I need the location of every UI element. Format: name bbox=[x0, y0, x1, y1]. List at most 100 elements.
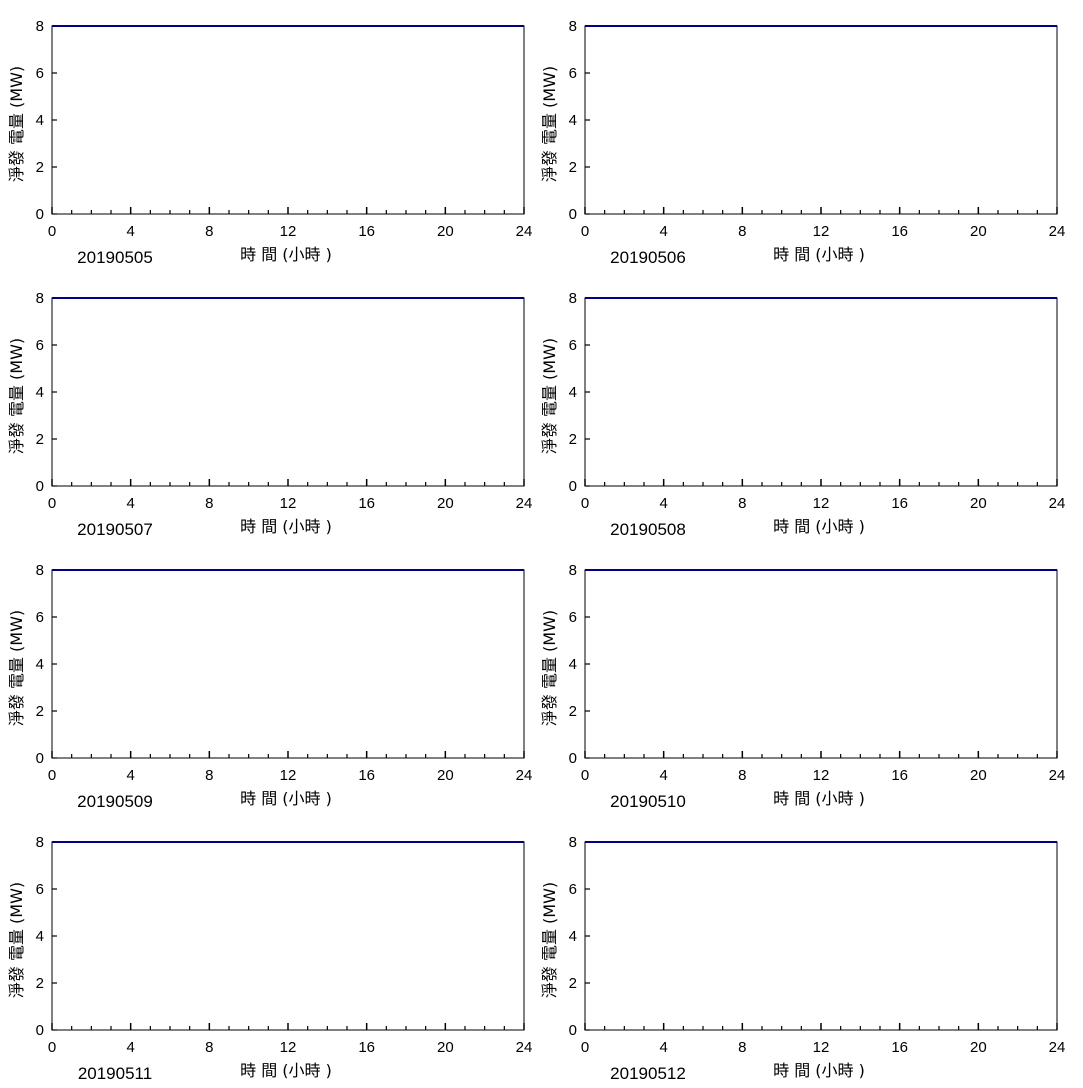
y-tick-label: 4 bbox=[36, 384, 44, 401]
x-axis-label: 時 間 (小時 ) bbox=[773, 245, 865, 264]
chart-panel: 0 4 8 12 16 20 24 0 2 4 6 8 淨發 電量 (MW) 時 間 (小時 ) 20190… bbox=[0, 272, 541, 544]
y-tick-label: 4 bbox=[569, 928, 577, 945]
x-tick-label: 8 bbox=[738, 223, 746, 240]
x-tick-label: 20 bbox=[970, 767, 987, 784]
x-tick-label: 16 bbox=[891, 767, 908, 784]
y-tick-label: 2 bbox=[36, 159, 44, 176]
y-tick-label: 0 bbox=[36, 750, 44, 767]
x-tick-label: 12 bbox=[813, 495, 830, 512]
x-axis-label: 時 間 (小時 ) bbox=[240, 1061, 332, 1080]
y-tick-label: 6 bbox=[569, 65, 577, 82]
y-axis-label: 淨發 電量 (MW) bbox=[540, 338, 559, 454]
y-tick-label: 8 bbox=[36, 834, 44, 851]
y-tick-label: 0 bbox=[36, 478, 44, 495]
x-tick-label: 16 bbox=[358, 223, 375, 240]
x-tick-label: 0 bbox=[48, 495, 56, 512]
y-tick-label: 4 bbox=[569, 384, 577, 401]
y-tick-label: 0 bbox=[36, 1022, 44, 1039]
y-tick-label: 4 bbox=[36, 112, 44, 129]
date-label: 20190505 bbox=[77, 248, 153, 267]
x-tick-label: 0 bbox=[48, 767, 56, 784]
x-tick-label: 12 bbox=[280, 1039, 297, 1056]
x-tick-label: 24 bbox=[516, 495, 533, 512]
y-axis-label: 淨發 電量 (MW) bbox=[7, 610, 26, 726]
x-tick-label: 12 bbox=[280, 495, 297, 512]
chart-panel: 0 4 8 12 16 20 24 0 2 4 6 8 淨發 電量 (MW) 時 間 (小時 ) 20190… bbox=[533, 544, 1074, 816]
x-tick-label: 4 bbox=[659, 767, 667, 784]
x-tick-label: 20 bbox=[437, 767, 454, 784]
date-label: 20190510 bbox=[610, 792, 686, 811]
x-tick-label: 4 bbox=[126, 495, 134, 512]
chart-panel: 0 4 8 12 16 20 24 0 2 4 6 8 淨發 電量 (MW) 時 間 (小時 ) 20190… bbox=[0, 544, 541, 816]
date-label: 20190507 bbox=[77, 520, 153, 539]
x-tick-label: 20 bbox=[437, 495, 454, 512]
x-axis-label: 時 間 (小時 ) bbox=[240, 517, 332, 536]
x-tick-label: 8 bbox=[738, 767, 746, 784]
plot-frame bbox=[584, 297, 1058, 487]
plot-frame bbox=[51, 569, 525, 759]
x-tick-label: 24 bbox=[1049, 767, 1066, 784]
x-tick-label: 8 bbox=[205, 495, 213, 512]
y-tick-label: 8 bbox=[36, 562, 44, 579]
date-label: 20190508 bbox=[610, 520, 686, 539]
y-tick-label: 2 bbox=[36, 975, 44, 992]
x-tick-label: 16 bbox=[891, 1039, 908, 1056]
y-tick-label: 8 bbox=[36, 18, 44, 35]
x-tick-label: 4 bbox=[126, 1039, 134, 1056]
x-tick-label: 8 bbox=[205, 223, 213, 240]
x-tick-label: 20 bbox=[970, 1039, 987, 1056]
x-tick-label: 4 bbox=[126, 767, 134, 784]
x-tick-label: 12 bbox=[813, 767, 830, 784]
y-tick-label: 8 bbox=[569, 562, 577, 579]
y-axis-label: 淨發 電量 (MW) bbox=[540, 66, 559, 182]
x-tick-label: 16 bbox=[358, 767, 375, 784]
x-tick-label: 8 bbox=[738, 495, 746, 512]
x-tick-label: 0 bbox=[581, 767, 589, 784]
date-label: 20190509 bbox=[77, 792, 153, 811]
y-axis-label: 淨發 電量 (MW) bbox=[540, 882, 559, 998]
x-axis-label: 時 間 (小時 ) bbox=[240, 789, 332, 808]
date-label: 20190506 bbox=[610, 248, 686, 267]
plot-frame bbox=[51, 841, 525, 1031]
x-tick-label: 16 bbox=[358, 495, 375, 512]
x-tick-label: 24 bbox=[1049, 223, 1066, 240]
date-label: 20190512 bbox=[610, 1064, 686, 1083]
x-tick-label: 12 bbox=[280, 767, 297, 784]
chart-panel: 0 4 8 12 16 20 24 0 2 4 6 8 淨發 電量 (MW) 時 間 (小時 ) 20190… bbox=[533, 0, 1074, 272]
x-tick-label: 16 bbox=[358, 1039, 375, 1056]
x-tick-label: 20 bbox=[970, 495, 987, 512]
y-tick-label: 0 bbox=[569, 1022, 577, 1039]
x-tick-label: 20 bbox=[437, 223, 454, 240]
x-tick-label: 8 bbox=[205, 767, 213, 784]
y-tick-label: 2 bbox=[569, 703, 577, 720]
y-axis-label: 淨發 電量 (MW) bbox=[540, 610, 559, 726]
chart-panel: 0 4 8 12 16 20 24 0 2 4 6 8 淨發 電量 (MW) 時 間 (小時 ) 20190… bbox=[0, 816, 541, 1088]
y-tick-label: 6 bbox=[569, 337, 577, 354]
x-tick-label: 24 bbox=[516, 1039, 533, 1056]
x-tick-label: 24 bbox=[516, 223, 533, 240]
x-tick-label: 20 bbox=[437, 1039, 454, 1056]
y-tick-label: 6 bbox=[36, 337, 44, 354]
y-tick-label: 4 bbox=[36, 656, 44, 673]
x-tick-label: 24 bbox=[1049, 1039, 1066, 1056]
x-tick-label: 4 bbox=[126, 223, 134, 240]
x-tick-label: 0 bbox=[581, 223, 589, 240]
y-tick-label: 4 bbox=[36, 928, 44, 945]
x-tick-label: 0 bbox=[581, 1039, 589, 1056]
y-tick-label: 6 bbox=[36, 65, 44, 82]
y-tick-label: 4 bbox=[569, 112, 577, 129]
x-tick-label: 24 bbox=[1049, 495, 1066, 512]
y-tick-label: 0 bbox=[36, 206, 44, 223]
x-tick-label: 12 bbox=[280, 223, 297, 240]
x-axis-label: 時 間 (小時 ) bbox=[773, 789, 865, 808]
date-label: 20190511 bbox=[78, 1064, 152, 1083]
plot-frame bbox=[51, 25, 525, 215]
x-tick-label: 4 bbox=[659, 495, 667, 512]
x-tick-label: 24 bbox=[516, 767, 533, 784]
